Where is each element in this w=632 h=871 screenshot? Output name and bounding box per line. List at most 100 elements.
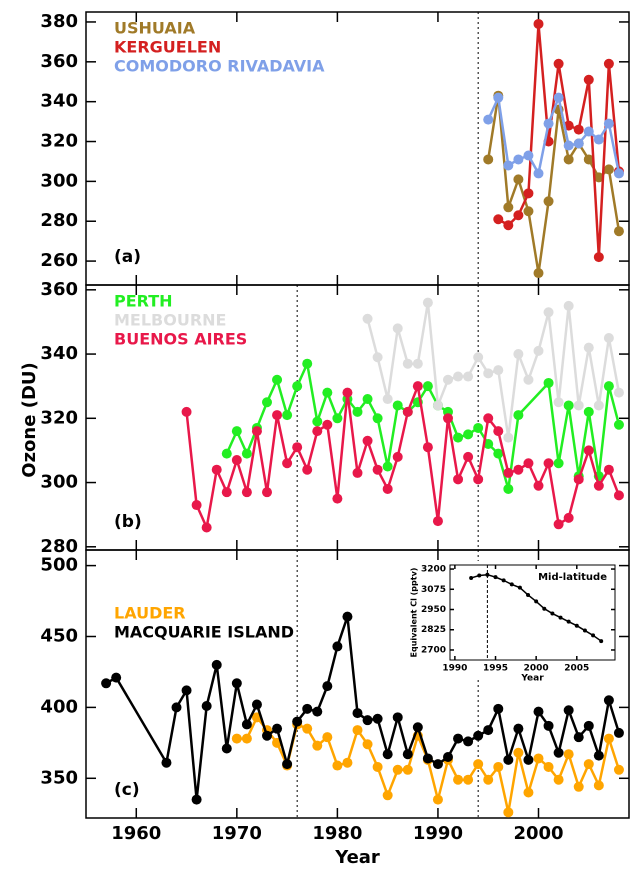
data-point	[332, 493, 343, 504]
y-tick-label: 340	[40, 343, 78, 364]
data-point	[543, 377, 554, 388]
data-point	[553, 774, 564, 785]
data-point	[272, 374, 283, 385]
data-point	[593, 400, 604, 411]
data-point	[453, 432, 464, 443]
y-tick-label: 360	[40, 51, 78, 72]
data-point	[513, 349, 524, 360]
data-point	[613, 226, 624, 237]
data-point	[251, 699, 262, 710]
data-point	[513, 154, 524, 165]
data-point	[211, 659, 222, 670]
x-axis-label: Year	[520, 674, 544, 684]
data-point	[402, 358, 413, 369]
data-point	[553, 519, 564, 530]
data-point	[231, 733, 242, 744]
data-point	[523, 188, 534, 199]
y-tick-label: 340	[40, 91, 78, 112]
data-point	[332, 413, 343, 424]
data-point	[583, 342, 594, 353]
data-point	[513, 723, 524, 734]
data-point	[372, 761, 383, 772]
data-point	[513, 464, 524, 475]
data-point	[573, 781, 584, 792]
data-point	[573, 400, 584, 411]
y-tick-label: 3075	[421, 585, 446, 595]
data-point	[542, 606, 547, 611]
data-point	[473, 730, 484, 741]
data-point	[161, 757, 172, 768]
data-point	[563, 154, 574, 165]
data-point	[543, 761, 554, 772]
data-point	[201, 700, 212, 711]
data-point	[473, 422, 484, 433]
series-line	[225, 359, 621, 490]
data-point	[412, 358, 423, 369]
data-point	[493, 575, 498, 580]
y-axis-label: Equivalent Cl (pptv)	[410, 568, 419, 658]
x-tick-label: 1990	[413, 823, 463, 844]
data-point	[593, 750, 604, 761]
data-point	[402, 764, 413, 775]
data-point	[322, 732, 333, 743]
data-point	[583, 74, 594, 85]
data-point	[533, 345, 544, 356]
data-point	[302, 723, 313, 734]
data-point	[543, 458, 554, 469]
panel-label: (c)	[114, 780, 140, 800]
data-point	[493, 92, 504, 103]
data-point	[282, 410, 293, 421]
data-point	[262, 730, 272, 741]
data-point	[563, 140, 574, 151]
data-point	[473, 352, 484, 363]
data-point	[453, 474, 464, 485]
data-point	[591, 633, 596, 638]
data-point	[292, 381, 303, 392]
data-point	[241, 719, 252, 730]
data-point	[392, 400, 403, 411]
data-point	[493, 426, 504, 437]
data-point	[181, 406, 192, 417]
data-point	[593, 134, 604, 145]
data-point	[550, 611, 555, 616]
y-tick-label: 300	[40, 170, 78, 191]
data-point	[302, 358, 313, 369]
data-point	[493, 214, 504, 225]
data-point	[362, 715, 373, 726]
data-point	[312, 706, 323, 717]
data-point	[342, 387, 353, 398]
data-point	[443, 374, 453, 385]
data-point	[603, 118, 614, 129]
y-tick-label: 3200	[421, 565, 446, 575]
data-point	[513, 410, 524, 421]
data-point	[509, 582, 514, 587]
data-point	[503, 160, 514, 171]
data-point	[583, 126, 594, 137]
y-axis-label: Ozone (DU)	[19, 362, 40, 477]
data-point	[402, 406, 413, 417]
data-point	[251, 426, 262, 437]
plot-frame	[449, 564, 616, 661]
data-point	[483, 154, 494, 165]
data-point	[563, 705, 574, 716]
data-point	[553, 397, 564, 408]
x-tick-label: 2000	[513, 823, 563, 844]
data-point	[493, 448, 504, 459]
data-point	[573, 138, 584, 149]
data-point	[322, 419, 333, 430]
data-point	[282, 458, 293, 469]
data-point	[517, 585, 522, 590]
data-point	[231, 426, 242, 437]
data-point	[302, 703, 313, 714]
data-point	[523, 787, 534, 798]
data-point	[603, 733, 614, 744]
data-point	[543, 307, 554, 318]
data-point	[582, 628, 587, 633]
y-tick-label: 260	[40, 250, 78, 271]
data-point	[292, 716, 303, 727]
data-point	[493, 761, 504, 772]
data-point	[523, 754, 534, 765]
data-point	[322, 681, 333, 692]
data-point	[613, 727, 624, 738]
data-point	[553, 92, 564, 103]
